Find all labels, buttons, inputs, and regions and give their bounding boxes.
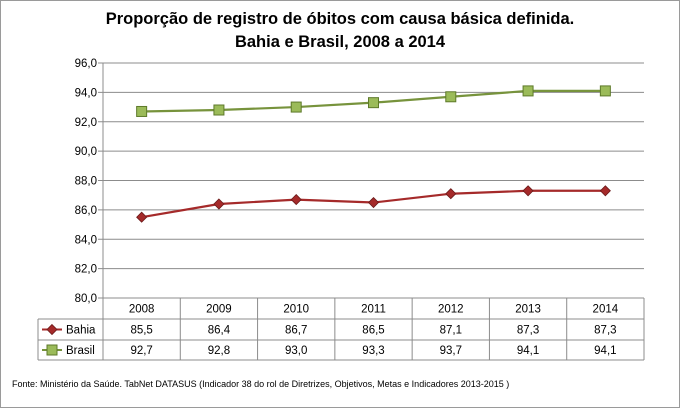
chart-title: Proporção de registro de óbitos com caus… bbox=[105, 10, 575, 28]
table-value-brasil: 94,1 bbox=[594, 345, 616, 357]
y-tick-label: 96,0 bbox=[75, 58, 97, 70]
x-category-label: 2011 bbox=[361, 304, 386, 316]
data-point-bahia bbox=[445, 188, 457, 200]
table-value-brasil: 93,7 bbox=[440, 345, 462, 357]
data-point-brasil bbox=[368, 97, 379, 109]
x-category-label: 2010 bbox=[283, 304, 309, 316]
data-point-bahia bbox=[46, 323, 58, 336]
table-value-brasil: 92,8 bbox=[208, 345, 230, 357]
x-category-label: 2009 bbox=[206, 304, 232, 316]
y-tick-label: 80,0 bbox=[75, 293, 97, 305]
y-tick-label: 92,0 bbox=[75, 117, 97, 129]
y-tick-label: 82,0 bbox=[75, 264, 97, 276]
data-point-bahia bbox=[136, 211, 148, 223]
data-point-brasil bbox=[599, 85, 611, 97]
y-tick-label: 84,0 bbox=[75, 234, 97, 246]
data-point-bahia bbox=[599, 185, 611, 197]
gridlines bbox=[103, 62, 644, 270]
table-value-brasil: 93,0 bbox=[285, 345, 307, 357]
table-value-bahia: 87,3 bbox=[594, 325, 616, 337]
legend-label-bahia: Bahia bbox=[66, 325, 96, 337]
data-point-brasil bbox=[46, 344, 58, 356]
table-value-bahia: 85,5 bbox=[130, 325, 152, 337]
legend-label-brasil: Brasil bbox=[66, 345, 95, 357]
data-point-bahia bbox=[367, 196, 380, 209]
x-category-label: 2008 bbox=[129, 304, 155, 316]
y-tick-label: 94,0 bbox=[75, 87, 97, 99]
table-value-bahia: 86,5 bbox=[362, 325, 384, 337]
x-category-label: 2012 bbox=[438, 304, 464, 316]
y-tick-label: 88,0 bbox=[75, 176, 97, 188]
data-point-brasil bbox=[445, 91, 457, 103]
y-axis: 96,0 94,0 92,0 90,0 88,0 86,0 84,0 82,0 80,0 bbox=[75, 58, 104, 305]
y-tick-label: 86,0 bbox=[75, 205, 97, 217]
series-lines bbox=[136, 85, 611, 223]
table-value-brasil: 92,7 bbox=[130, 345, 152, 357]
table-value-bahia: 86,4 bbox=[208, 325, 231, 337]
data-point-bahia bbox=[522, 185, 534, 197]
table-value-bahia: 87,1 bbox=[440, 325, 462, 337]
source-note: Fonte: Ministério da Saúde. TabNet DATAS… bbox=[12, 379, 510, 389]
table-value-bahia: 87,3 bbox=[517, 325, 539, 337]
data-point-brasil bbox=[290, 101, 302, 113]
data-point-brasil bbox=[522, 85, 534, 97]
y-tick-label: 90,0 bbox=[75, 146, 97, 158]
table-value-bahia: 86,7 bbox=[285, 325, 307, 337]
data-point-brasil bbox=[136, 105, 148, 117]
data-point-bahia bbox=[290, 194, 302, 206]
data-point-brasil bbox=[213, 104, 225, 116]
x-category-label: 2013 bbox=[515, 304, 541, 316]
table-value-brasil: 94,1 bbox=[517, 345, 539, 357]
chart-subtitle: Bahia e Brasil, 2008 a 2014 bbox=[234, 33, 446, 51]
x-category-label: 2014 bbox=[593, 304, 619, 316]
data-table: 2008 2009 2010 2011 2012 2013 2014 Bahia 85,5 86,… bbox=[37, 297, 645, 361]
data-point-bahia bbox=[213, 198, 225, 210]
table-value-brasil: 93,3 bbox=[362, 345, 384, 357]
